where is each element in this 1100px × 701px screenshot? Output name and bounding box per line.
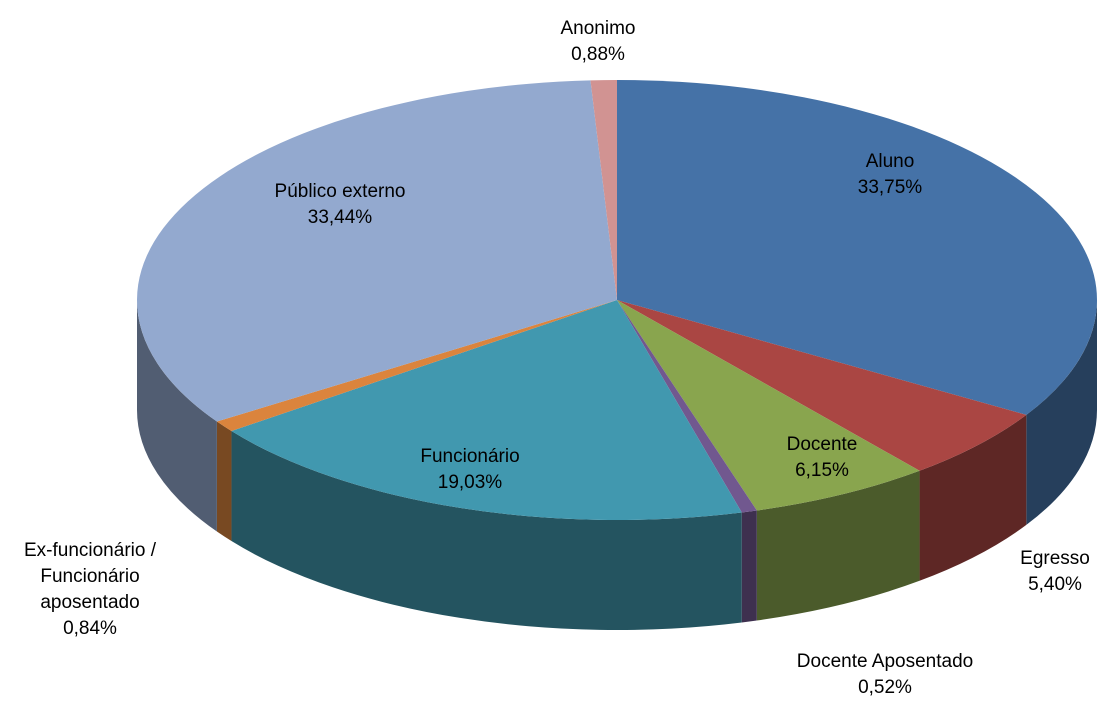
- value-label: 0,84%: [63, 618, 117, 639]
- value-label: 6,15%: [795, 460, 849, 481]
- category-name: Egresso: [1020, 548, 1090, 569]
- value-label: 19,03%: [437, 472, 503, 493]
- category-name: Docente: [786, 434, 858, 455]
- slice: [617, 300, 757, 513]
- value-label: 0,88%: [571, 44, 625, 65]
- category-name: Ex-funcionário / Funcionário aposentado: [23, 540, 156, 613]
- category-name: Aluno: [865, 151, 915, 172]
- slice-side: [231, 431, 742, 630]
- slice-label: Docente 6,15%: [752, 432, 892, 484]
- slice: [231, 300, 742, 520]
- slice-side: [919, 414, 1027, 581]
- value-label: 5,40%: [1028, 574, 1082, 595]
- slice-side: [741, 510, 757, 623]
- slice-side: [756, 470, 920, 621]
- slice-label: Egresso 5,40%: [995, 546, 1100, 598]
- slice: [617, 300, 1027, 471]
- category-name: Docente Aposentado: [796, 651, 974, 672]
- category-name: Funcionário: [420, 446, 520, 467]
- slice-label: Funcionário 19,03%: [390, 444, 550, 496]
- slice: [137, 80, 618, 422]
- category-name: Público externo: [274, 181, 406, 202]
- value-label: 0,52%: [858, 677, 912, 698]
- slice-label: Docente Aposentado 0,52%: [755, 649, 1015, 701]
- slice-side: [216, 421, 232, 542]
- slice-label: Aluno 33,75%: [790, 149, 990, 201]
- value-label: 33,75%: [857, 177, 923, 198]
- slice-label: Ex-funcionário / Funcionário aposentado 0…: [0, 538, 180, 642]
- slice: [617, 300, 920, 511]
- value-label: 33,44%: [307, 207, 373, 228]
- slice: [590, 80, 617, 300]
- slice-label: Anonimo 0,88%: [528, 16, 668, 68]
- slice-side: [137, 300, 217, 532]
- category-name: Anonimo: [560, 18, 636, 39]
- slice-label: Público externo 33,44%: [240, 179, 440, 231]
- slice-side: [1026, 300, 1097, 525]
- slice: [617, 80, 1097, 415]
- slice: [216, 300, 617, 432]
